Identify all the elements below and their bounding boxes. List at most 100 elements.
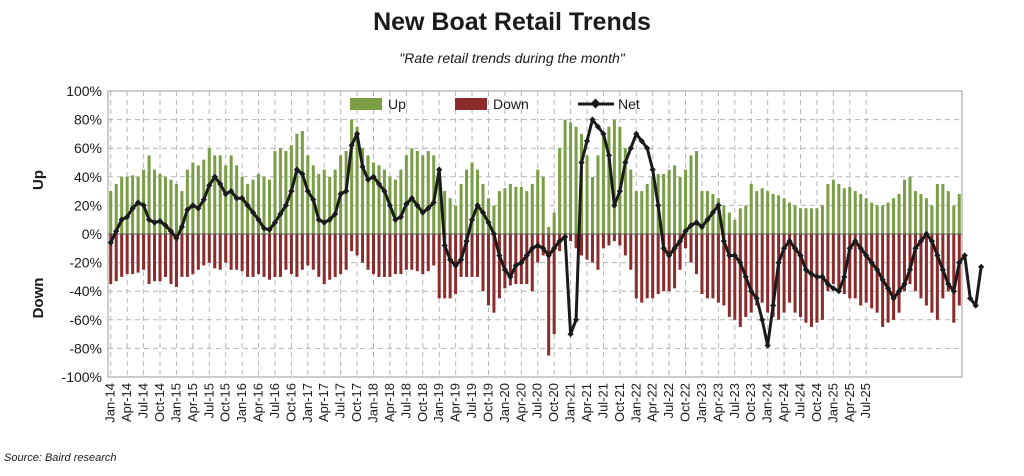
down-bar <box>191 234 195 275</box>
down-bar <box>574 234 578 249</box>
down-bar <box>837 234 841 292</box>
net-point <box>195 205 202 212</box>
up-bar <box>497 191 501 234</box>
down-bar <box>892 234 896 320</box>
x-tick-label: Jul-15 <box>201 383 216 418</box>
down-bar <box>853 234 857 299</box>
up-bar <box>618 126 622 234</box>
y-tick-label: 60% <box>74 140 102 156</box>
y-tick-label: -80% <box>69 340 102 356</box>
chart-subtitle: "Rate retail trends during the month" <box>399 50 625 66</box>
x-tick-label: Oct-15 <box>218 383 233 422</box>
down-bar <box>415 234 419 272</box>
up-bar <box>426 151 430 234</box>
down-bar <box>180 234 184 277</box>
net-point <box>124 213 131 220</box>
grid-lines <box>108 91 962 377</box>
up-bar <box>903 179 907 234</box>
down-bar <box>295 234 299 277</box>
x-tick-label: Jul-25 <box>858 383 873 418</box>
net-point <box>726 252 733 259</box>
up-bar <box>760 188 764 234</box>
x-tick-label: Apr-25 <box>842 383 857 422</box>
up-bar <box>837 183 841 234</box>
up-bar <box>437 176 441 234</box>
up-bar <box>541 176 545 234</box>
up-bar <box>120 176 124 234</box>
up-bar <box>158 173 162 234</box>
up-bar <box>875 205 879 234</box>
up-bar <box>530 183 534 234</box>
up-bar <box>842 188 846 234</box>
down-bar <box>114 234 118 282</box>
up-bar <box>596 155 600 234</box>
up-bar <box>399 169 403 234</box>
down-bar <box>339 234 343 275</box>
up-bar <box>886 202 890 234</box>
down-bar <box>251 234 255 277</box>
down-bar <box>673 234 677 289</box>
x-tick-label: Jul-17 <box>333 383 348 418</box>
down-bar <box>903 234 907 292</box>
y-tick-label: -40% <box>69 283 102 299</box>
down-bar <box>700 234 704 295</box>
up-bar <box>569 122 573 234</box>
down-bar <box>913 234 917 292</box>
up-bar <box>284 151 288 234</box>
down-bar <box>443 234 447 299</box>
x-tick-label: Jan-15 <box>168 383 183 423</box>
down-bar <box>158 234 162 282</box>
x-axis-ticks: Jan-14 Apr-14 Jul-14 Oct-14 Jan-15 Apr-15 Jul-… <box>103 383 873 423</box>
down-bar <box>153 234 157 282</box>
down-bar <box>809 234 813 327</box>
y-tick-label: -100% <box>62 369 102 385</box>
net-point <box>447 256 454 263</box>
up-bar <box>415 151 419 234</box>
net-line <box>109 118 983 348</box>
up-bar <box>525 191 529 234</box>
legend-up-label: Up <box>388 96 406 112</box>
down-bar <box>448 234 452 299</box>
down-bar <box>580 234 584 256</box>
y-tick-label: 20% <box>74 197 102 213</box>
down-bar <box>711 234 715 299</box>
up-bar <box>700 191 704 234</box>
x-tick-label: Apr-15 <box>185 383 200 422</box>
up-bar <box>295 133 299 234</box>
net-point <box>759 316 766 323</box>
down-bar <box>322 234 326 285</box>
up-bar <box>788 202 792 234</box>
down-bar <box>372 234 376 275</box>
net-point <box>523 252 530 259</box>
down-bar <box>278 234 282 277</box>
down-bar <box>590 234 594 263</box>
up-bar <box>492 205 496 234</box>
down-bar <box>388 234 392 277</box>
up-bar <box>897 193 901 234</box>
up-bar <box>809 208 813 234</box>
down-bar <box>919 234 923 299</box>
up-bar <box>196 165 200 234</box>
up-bar <box>590 176 594 234</box>
up-bar <box>634 191 638 234</box>
x-tick-label: Apr-24 <box>776 383 791 422</box>
up-bar <box>919 193 923 234</box>
up-bar <box>870 202 874 234</box>
net-point <box>830 285 837 292</box>
up-bar <box>673 165 677 234</box>
x-tick-label: Jul-24 <box>793 383 808 418</box>
up-bar <box>733 219 737 234</box>
x-tick-label: Jul-23 <box>727 383 742 418</box>
up-bar <box>306 155 310 234</box>
up-bar <box>892 198 896 234</box>
net-point <box>211 173 218 180</box>
down-bar <box>224 234 228 263</box>
net-point <box>824 280 831 288</box>
down-bar <box>481 234 485 292</box>
down-bar <box>634 234 638 299</box>
down-bar <box>229 234 233 270</box>
up-bar <box>662 173 666 234</box>
net-point <box>266 226 273 233</box>
up-bar <box>558 148 562 234</box>
up-bar <box>831 179 835 234</box>
